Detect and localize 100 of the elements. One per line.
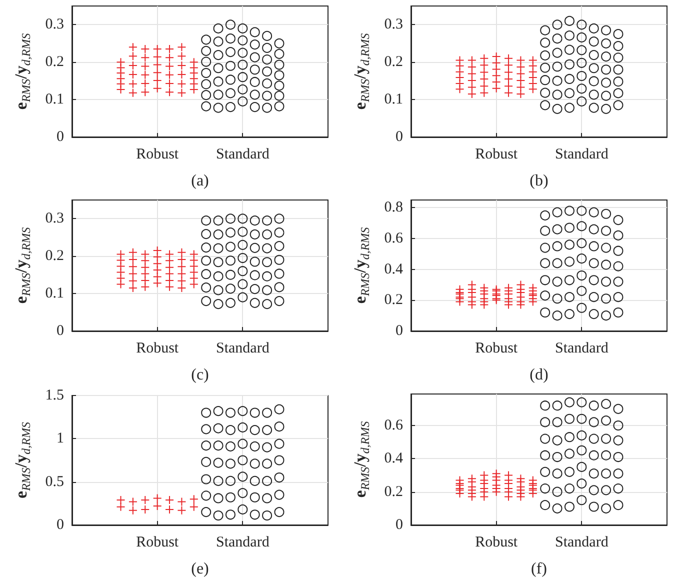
point: [152, 252, 162, 262]
point: [177, 506, 186, 515]
point: [601, 104, 612, 114]
point: [564, 59, 574, 70]
point: [238, 422, 248, 432]
point: [201, 216, 212, 226]
point: [467, 89, 476, 98]
x-axis-title: (d): [530, 366, 548, 384]
point: [576, 70, 587, 81]
point: [540, 466, 550, 477]
y-tick-label: 0.4: [384, 261, 404, 278]
point: [552, 48, 562, 58]
point: [564, 30, 574, 41]
point: [189, 268, 198, 277]
point: [225, 228, 236, 238]
point: [128, 79, 138, 88]
point: [516, 69, 526, 78]
point: [177, 497, 186, 506]
point: [262, 229, 272, 240]
point: [504, 82, 514, 91]
point: [213, 257, 224, 268]
point: [588, 23, 599, 34]
point: [262, 299, 272, 310]
y-tick-label: 0.8: [384, 200, 403, 216]
point: [213, 229, 224, 240]
point: [601, 52, 612, 62]
point: [140, 504, 150, 514]
point: [552, 417, 562, 428]
point: [540, 400, 550, 411]
point: [140, 262, 150, 272]
point: [576, 32, 587, 42]
point: [250, 64, 260, 75]
point: [588, 275, 599, 286]
x-axis-title: (b): [530, 172, 548, 190]
point: [576, 58, 587, 68]
point: [262, 216, 272, 226]
point: [152, 76, 162, 85]
point: [177, 88, 186, 98]
point: [116, 58, 126, 67]
point: [455, 67, 464, 76]
point: [540, 100, 550, 110]
point: [238, 406, 248, 416]
point: [116, 256, 126, 265]
point: [213, 271, 224, 282]
point: [504, 88, 514, 98]
point: [576, 495, 587, 506]
point: [588, 485, 599, 496]
point: [588, 90, 599, 100]
y-tick-label: 0.1: [45, 286, 64, 302]
point: [165, 504, 174, 514]
point: [128, 248, 138, 257]
y-tick-label: 0.4: [384, 450, 404, 467]
point: [588, 76, 599, 86]
point: [213, 216, 224, 226]
point: [274, 90, 284, 101]
point: [576, 430, 587, 440]
point: [455, 290, 464, 299]
point: [238, 214, 248, 224]
point: [601, 78, 612, 88]
y-tick-label: 0.1: [45, 92, 64, 108]
point: [492, 64, 501, 74]
point: [274, 38, 284, 48]
point: [262, 285, 272, 296]
point: [576, 221, 587, 232]
point: [262, 425, 272, 436]
point: [588, 50, 599, 60]
point: [201, 90, 212, 100]
point: [613, 88, 624, 98]
point: [601, 416, 612, 426]
point: [201, 56, 212, 67]
point: [601, 294, 612, 304]
point: [540, 417, 550, 428]
x-axis-title: (e): [191, 560, 209, 578]
point: [262, 66, 272, 76]
point: [576, 238, 587, 248]
point: [274, 282, 284, 292]
point: [165, 53, 174, 62]
point: [492, 77, 501, 86]
point: [225, 492, 236, 502]
point: [177, 61, 186, 70]
point: [225, 256, 236, 266]
point: [262, 493, 272, 504]
point: [128, 61, 138, 70]
point: [213, 63, 224, 74]
y-tick-label: 1: [56, 430, 64, 447]
point: [238, 84, 248, 94]
point: [177, 276, 186, 286]
point: [213, 76, 224, 87]
point: [516, 280, 526, 290]
point: [588, 400, 599, 411]
point: [613, 100, 624, 110]
point: [250, 492, 260, 502]
point: [128, 269, 138, 278]
point: [262, 271, 272, 282]
point: [140, 53, 150, 62]
point: [238, 240, 248, 250]
point: [564, 309, 574, 320]
point: [189, 280, 198, 289]
point: [201, 68, 212, 78]
point: [576, 84, 587, 94]
